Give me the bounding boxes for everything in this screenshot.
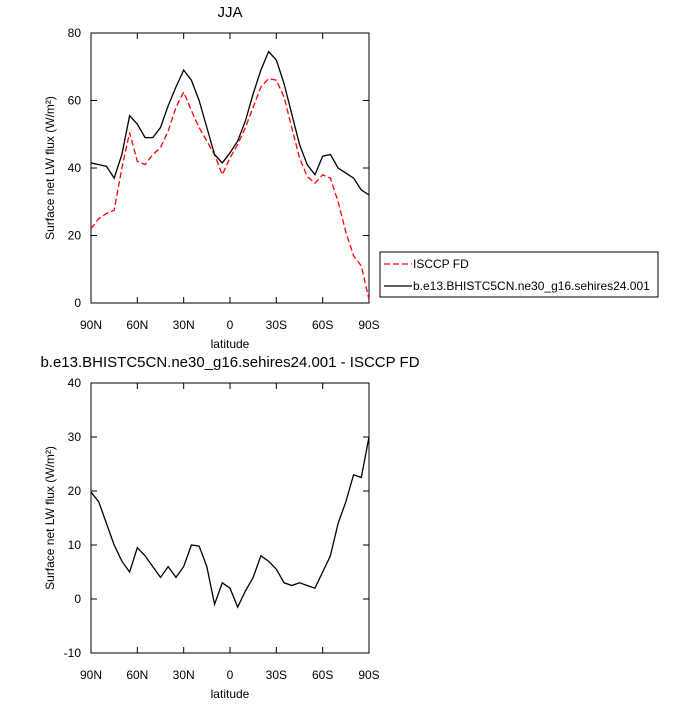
x-axis-label: latitude [211,337,250,351]
x-tick-label: 30S [266,318,287,332]
x-tick-label: 60N [126,668,148,682]
y-tick-label: 10 [68,538,82,552]
y-tick-label: 20 [68,484,82,498]
x-tick-label: 90S [358,668,379,682]
series-line [90,436,370,609]
x-tick-label: 60S [312,668,333,682]
legend-box [379,251,659,298]
y-tick-label: 40 [68,161,82,175]
plot-frame [90,32,370,304]
x-tick-label: 30N [173,318,195,332]
x-tick-label: 30S [266,668,287,682]
series-line [90,50,370,196]
x-tick-label: 0 [227,318,234,332]
y-axis-label: Surface net LW flux (W/m²) [43,446,57,590]
chart-title: b.e13.BHISTC5CN.ne30_g16.sehires24.001 -… [40,354,419,371]
y-tick-label: 60 [68,94,82,108]
x-tick-label: 90N [80,668,102,682]
x-tick-label: 60S [312,318,333,332]
x-tick-label: 90N [80,318,102,332]
x-tick-label: 30N [173,668,195,682]
y-tick-label: 0 [74,592,81,606]
y-tick-label: 30 [68,430,82,444]
y-tick-label: 20 [68,229,82,243]
x-tick-label: 60N [126,318,148,332]
legend-label: b.e13.BHISTC5CN.ne30_g16.sehires24.001 [413,279,650,293]
y-tick-label: 40 [68,376,82,390]
chart: b.e13.BHISTC5CN.ne30_g16.sehires24.001 -… [40,354,419,701]
y-tick-label: 80 [68,26,82,40]
y-tick-label: -10 [64,646,82,660]
x-tick-label: 0 [227,668,234,682]
legend-label: ISCCP FD [413,257,469,271]
x-tick-label: 90S [358,318,379,332]
series-line [90,77,370,300]
plot-frame [90,382,370,654]
y-axis-label: Surface net LW flux (W/m²) [43,96,57,240]
chart-title: JJA [217,4,242,21]
chart: JJA latitude Surface net LW flux (W/m²) 90N… [43,4,659,351]
x-axis-label: latitude [211,687,250,700]
y-tick-label: 0 [74,296,81,310]
